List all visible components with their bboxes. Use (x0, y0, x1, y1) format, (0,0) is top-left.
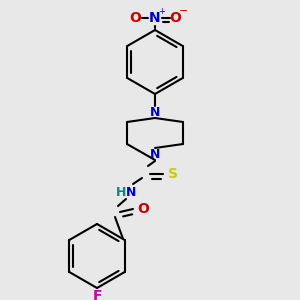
Text: N: N (150, 148, 160, 160)
Text: O: O (169, 11, 181, 25)
Text: N: N (150, 106, 160, 118)
Text: O: O (137, 202, 149, 216)
Text: N: N (149, 11, 161, 25)
Text: O: O (129, 11, 141, 25)
Text: H: H (116, 185, 126, 199)
Text: F: F (92, 289, 102, 300)
Text: N: N (126, 185, 136, 199)
Text: −: − (179, 6, 189, 16)
Text: S: S (168, 167, 178, 181)
Text: +: + (159, 7, 165, 16)
